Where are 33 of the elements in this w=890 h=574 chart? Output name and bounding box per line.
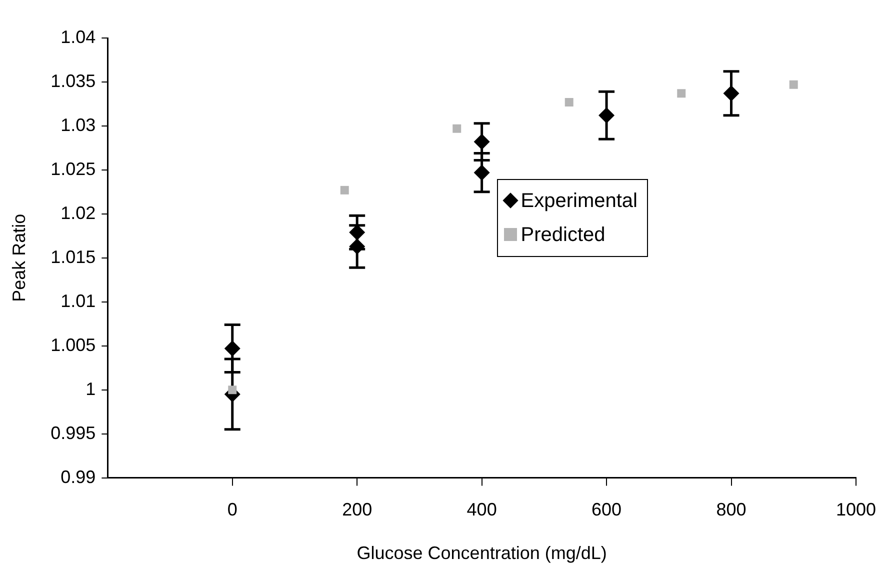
- x-tick-label: 0: [227, 500, 238, 520]
- y-tick-label: 1.02: [60, 202, 96, 223]
- x-tick-label: 800: [716, 500, 746, 520]
- y-axis-title: Peak Ratio: [8, 214, 29, 302]
- y-tick-label: 1.025: [50, 158, 96, 179]
- point: [340, 186, 349, 194]
- y-tick-label: 1.035: [50, 70, 96, 91]
- point: [452, 124, 462, 133]
- point: [349, 238, 366, 254]
- point: [723, 85, 740, 102]
- y-tick-label: 1.03: [60, 114, 96, 135]
- point: [789, 80, 798, 89]
- y-tick-label: 0.995: [50, 422, 96, 443]
- x-tick-label: 400: [466, 500, 497, 520]
- point: [677, 89, 686, 98]
- y-tick-label: 1: [86, 378, 96, 399]
- point: [564, 98, 574, 106]
- y-tick-label: 0.99: [60, 466, 96, 487]
- point: [228, 386, 237, 394]
- point: [224, 340, 240, 356]
- x-tick-label: 200: [342, 500, 372, 520]
- x-axis-title: Glucose Concentration (mg/dL): [356, 543, 607, 564]
- y-tick-label: 1.01: [60, 290, 96, 311]
- legend-label: Experimental: [520, 188, 638, 214]
- point: [474, 134, 490, 150]
- legend-label: Predicted: [520, 222, 606, 248]
- y-tick-label: 1.015: [50, 246, 96, 267]
- y-tick-label: 1.005: [50, 334, 96, 355]
- point: [474, 164, 490, 181]
- point: [598, 107, 615, 124]
- y-tick-label: 1.04: [60, 26, 96, 47]
- x-tick-label: 1000: [836, 500, 876, 520]
- x-tick-label: 600: [592, 500, 622, 520]
